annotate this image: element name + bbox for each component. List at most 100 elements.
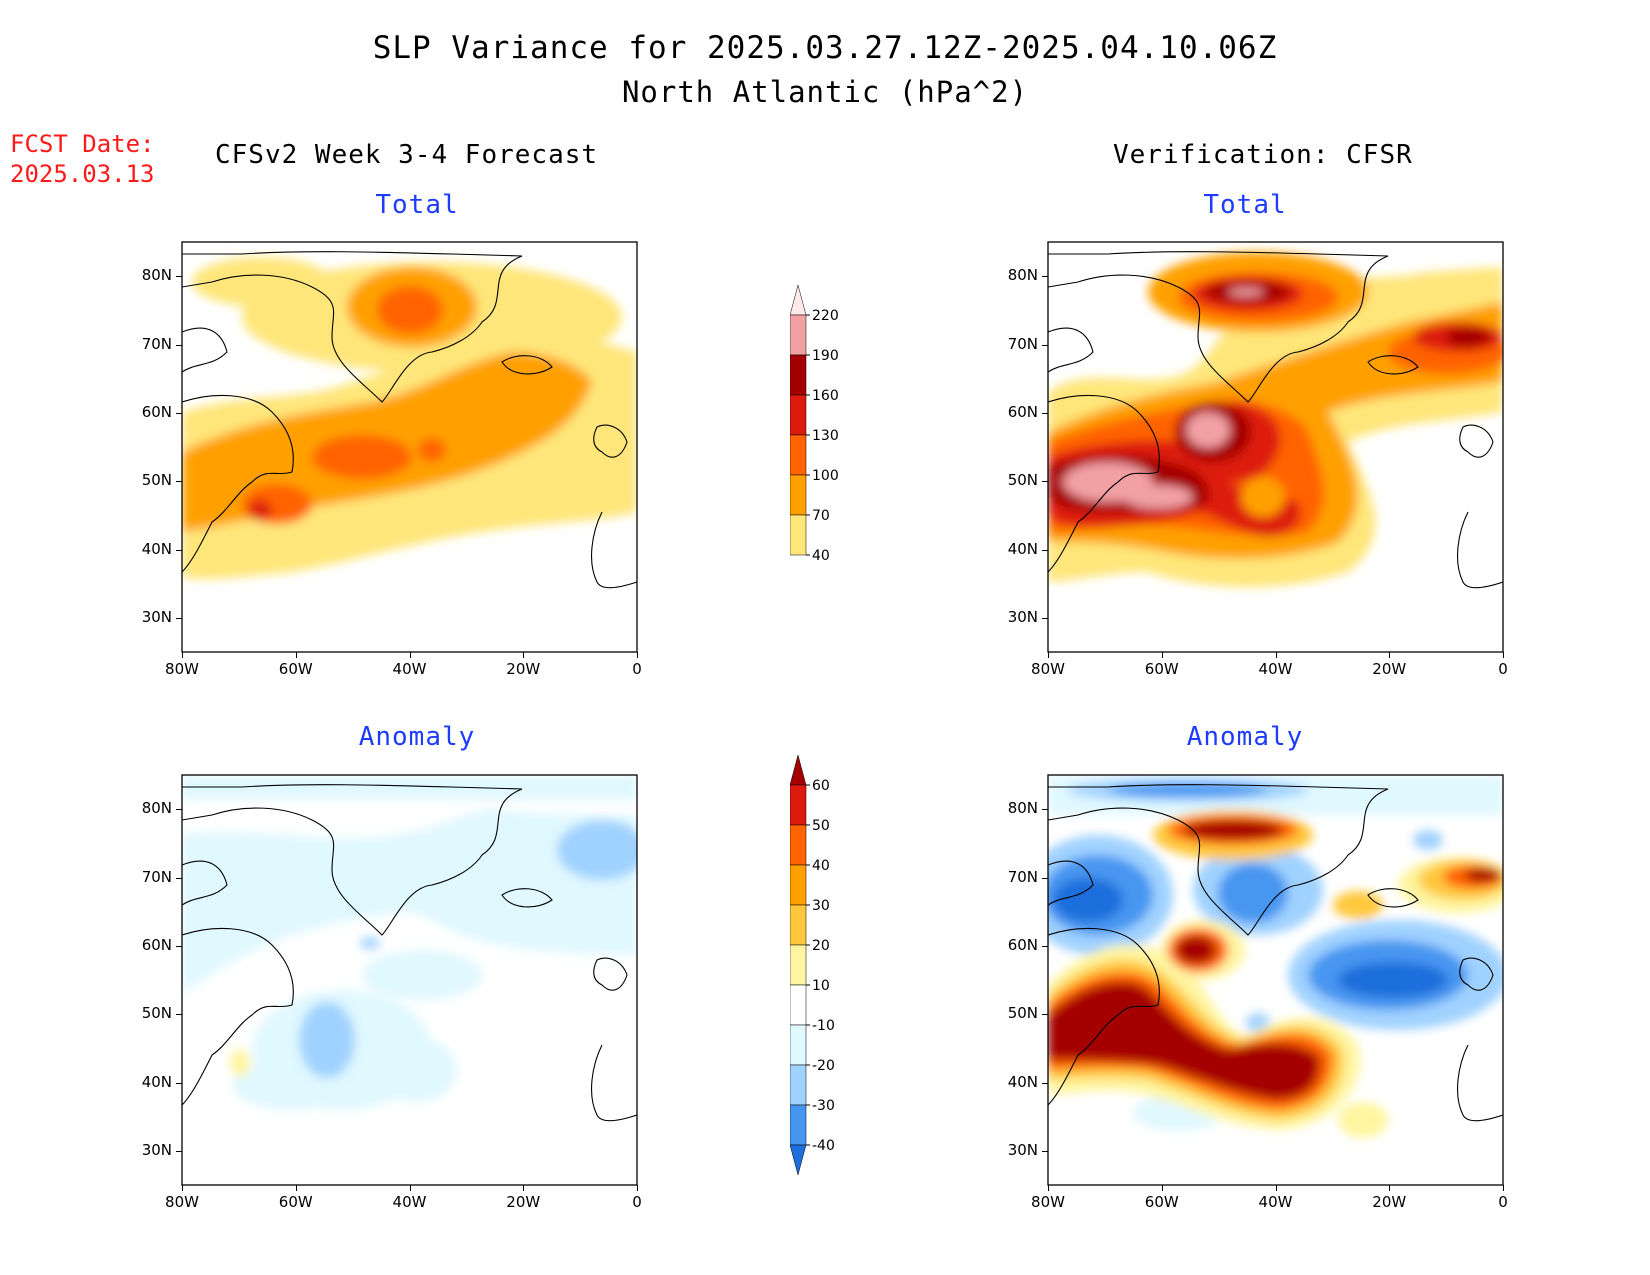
lat-label-verification-total: 60N xyxy=(1007,402,1038,421)
colorbar-swatch xyxy=(789,904,807,946)
lat-label-verification-anomaly: 40N xyxy=(1007,1072,1038,1091)
colorbar-swatch xyxy=(789,354,807,396)
colorbar-swatch xyxy=(789,434,807,476)
lon-tick xyxy=(1503,1185,1504,1191)
lat-label-forecast-anomaly: 60N xyxy=(141,935,172,954)
lon-label-forecast-anomaly: 0 xyxy=(632,1193,642,1211)
lon-label-forecast-total: 40W xyxy=(392,660,427,678)
lon-tick xyxy=(1275,1185,1277,1191)
lon-tick xyxy=(182,1185,183,1191)
lon-tick xyxy=(1048,1185,1049,1191)
lon-label-verification-total: 40W xyxy=(1258,660,1293,678)
lon-label-verification-total: 20W xyxy=(1372,660,1407,678)
colorbar-svg: 60 50 40 30 20 10 -10 -20 -30 -40 xyxy=(789,754,835,1176)
lat-tick xyxy=(1042,945,1048,947)
colorbar-label: 160 xyxy=(812,388,839,404)
lat-label-verification-anomaly: 30N xyxy=(1007,1140,1038,1159)
lat-label-verification-anomaly: 50N xyxy=(1007,1004,1038,1023)
lon-tick xyxy=(637,652,638,658)
colorbar-anomaly: 60 50 40 30 20 10 -10 -20 -30 -40 xyxy=(789,754,880,1259)
panel-title-forecast-total: Total xyxy=(375,190,459,220)
colorbar-label: -40 xyxy=(812,1138,835,1154)
colorbar-swatch xyxy=(789,754,807,786)
colorbar-swatch xyxy=(789,864,807,906)
colorbar-swatch xyxy=(789,984,807,1026)
lat-label-forecast-total: 30N xyxy=(141,607,172,626)
colorbar-swatch xyxy=(789,284,807,316)
lat-tick xyxy=(1042,481,1048,483)
colorbar-label: 100 xyxy=(812,468,839,484)
lat-tick xyxy=(176,1014,182,1016)
lat-tick xyxy=(1042,1150,1048,1152)
lon-tick xyxy=(1389,652,1391,658)
lat-label-forecast-anomaly: 70N xyxy=(141,867,172,886)
colorbar-label: -20 xyxy=(812,1058,835,1074)
lat-tick xyxy=(176,945,182,947)
lon-tick xyxy=(295,1185,297,1191)
colorbar-swatch xyxy=(789,394,807,436)
fcst-date-value: 2025.03.13 xyxy=(10,160,155,188)
colorbar-label: 30 xyxy=(812,898,830,914)
lat-label-forecast-anomaly: 40N xyxy=(141,1072,172,1091)
panel-title-forecast-anomaly: Anomaly xyxy=(358,722,476,752)
lat-tick xyxy=(176,549,182,551)
colorbar-label: -30 xyxy=(812,1098,835,1114)
colorbar-total: 220 190 160 130 100 70 40 xyxy=(789,284,880,599)
lat-tick xyxy=(176,412,182,414)
lon-tick xyxy=(182,652,183,658)
lon-tick xyxy=(409,652,411,658)
lat-tick xyxy=(176,344,182,346)
lat-label-forecast-total: 40N xyxy=(141,539,172,558)
lon-label-verification-anomaly: 80W xyxy=(1031,1193,1065,1211)
lon-label-verification-total: 80W xyxy=(1031,660,1065,678)
main-subtitle: North Atlantic (hPa^2) xyxy=(621,75,1029,109)
map-verification-anomaly xyxy=(1047,774,1504,1186)
colorbar-label: -10 xyxy=(812,1018,835,1034)
colorbar-label: 60 xyxy=(812,778,830,794)
lon-tick xyxy=(523,652,525,658)
colorbar-label: 190 xyxy=(812,348,839,364)
lat-label-forecast-total: 70N xyxy=(141,334,172,353)
lat-tick xyxy=(176,481,182,483)
colorbar-swatch xyxy=(789,314,807,356)
fcst-date-label: FCST Date: xyxy=(10,130,155,158)
lat-label-verification-total: 70N xyxy=(1007,334,1038,353)
colorbar-swatch xyxy=(789,1104,807,1146)
colorbar-swatch xyxy=(789,784,807,826)
lat-label-verification-total: 40N xyxy=(1007,539,1038,558)
lat-tick xyxy=(1042,1014,1048,1016)
colorbar-label: 40 xyxy=(812,548,830,564)
lat-label-verification-total: 50N xyxy=(1007,471,1038,490)
lat-label-forecast-total: 60N xyxy=(141,402,172,421)
panel-title-verification-anomaly: Anomaly xyxy=(1186,722,1304,752)
lat-tick xyxy=(1042,549,1048,551)
lon-tick xyxy=(1048,652,1049,658)
colorbar-label: 130 xyxy=(812,428,839,444)
colorbar-label: 10 xyxy=(812,978,830,994)
lat-label-verification-total: 30N xyxy=(1007,607,1038,626)
lat-label-forecast-anomaly: 30N xyxy=(141,1140,172,1159)
colorbar-swatch xyxy=(789,474,807,516)
colorbar-label: 20 xyxy=(812,938,830,954)
lon-tick xyxy=(1275,652,1277,658)
lat-tick xyxy=(176,617,182,619)
lat-tick xyxy=(1042,276,1048,278)
lat-label-forecast-anomaly: 50N xyxy=(141,1004,172,1023)
lat-tick xyxy=(1042,617,1048,619)
colorbar-label: 220 xyxy=(812,308,839,324)
lon-label-verification-total: 60W xyxy=(1144,660,1179,678)
lat-label-verification-total: 80N xyxy=(1007,266,1038,285)
lon-label-verification-anomaly: 20W xyxy=(1372,1193,1407,1211)
lon-label-verification-anomaly: 60W xyxy=(1144,1193,1179,1211)
lon-tick xyxy=(523,1185,525,1191)
lat-tick xyxy=(1042,344,1048,346)
lon-tick xyxy=(637,1185,638,1191)
lon-tick xyxy=(1161,652,1163,658)
lon-tick xyxy=(1389,1185,1391,1191)
lat-label-forecast-anomaly: 80N xyxy=(141,799,172,818)
colorbar-svg: 220 190 160 130 100 70 40 xyxy=(789,284,839,564)
lat-tick xyxy=(1042,412,1048,414)
lat-label-verification-anomaly: 70N xyxy=(1007,867,1038,886)
lon-label-forecast-anomaly: 20W xyxy=(506,1193,541,1211)
lat-tick xyxy=(176,877,182,879)
